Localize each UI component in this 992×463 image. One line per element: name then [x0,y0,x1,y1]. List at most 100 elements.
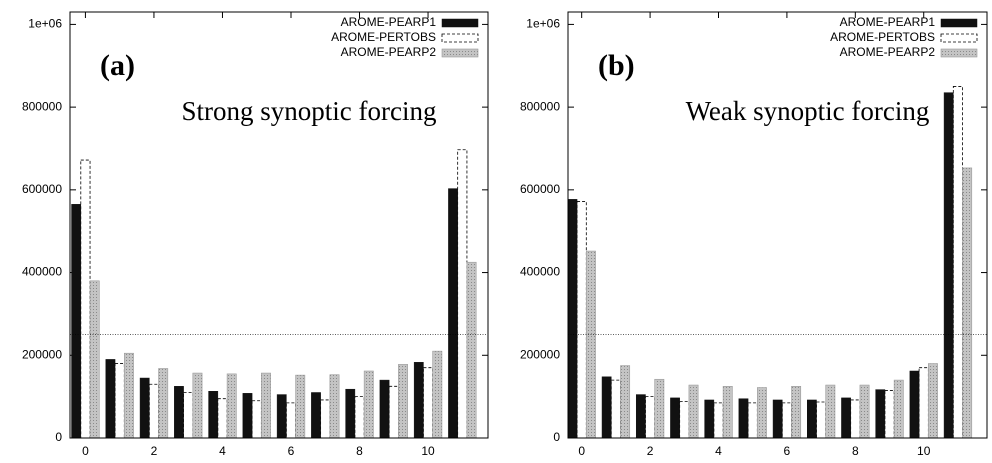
legend-label: AROME-PEARP1 [840,15,936,29]
bar [645,396,656,439]
bar [738,398,749,439]
legend-swatch [441,18,479,28]
y-tick-label: 600000 [22,182,62,196]
bar [576,201,587,439]
bar [601,376,612,439]
plot-frame [567,11,988,439]
panel-label: (b) [598,49,635,82]
x-tick-label: 8 [356,444,363,458]
bar [432,350,443,439]
bar [952,86,963,439]
bar [825,384,836,439]
y-tick-label: 800000 [22,99,62,113]
bar [89,280,100,439]
y-tick-label: 0 [553,430,560,444]
bar [139,377,150,439]
bar [388,385,399,439]
bar [688,384,699,439]
x-tick-label: 10 [421,444,435,458]
bar [276,394,287,439]
bar [457,149,468,439]
bar [174,386,184,439]
bar [567,199,578,439]
bar [242,393,253,439]
bar [875,389,886,439]
annotation: Strong synoptic forcing [182,96,437,126]
bar [379,379,390,439]
bar [148,383,159,439]
bar [859,384,870,439]
y-tick-label: 200000 [520,347,560,361]
legend-swatch [441,33,479,43]
y-tick-label: 1e+06 [28,17,62,31]
bar [781,402,792,439]
legend-swatch [940,48,978,58]
bar [354,396,365,439]
legend-label: AROME-PEARP2 [840,45,936,59]
bar [285,402,297,439]
bar [620,365,631,439]
legend-swatch [940,18,978,28]
x-tick-label: 10 [917,444,931,458]
bar [466,261,477,439]
bar [114,363,125,439]
bar [816,401,827,439]
x-tick-label: 6 [784,444,791,458]
legend-label: AROME-PEARP2 [341,45,437,59]
bar [635,394,646,439]
bar [251,400,262,439]
bar [585,250,596,439]
bar [398,364,408,439]
x-tick-label: 4 [219,444,226,458]
bar [448,188,458,439]
panel-label: (a) [100,49,135,82]
bar [105,359,116,439]
bar [884,390,895,439]
y-tick-label: 400000 [520,265,560,279]
x-tick-label: 2 [647,444,654,458]
legend-label: AROME-PEARP1 [341,15,437,29]
bar [713,402,724,439]
bar [747,402,758,439]
bar [791,386,802,439]
bar [722,386,733,439]
bar [226,373,237,439]
bar [158,368,169,439]
y-tick-label: 1e+06 [526,17,560,31]
plot-frame [69,11,489,439]
bar [124,352,134,439]
y-tick-label: 400000 [22,265,62,279]
bar [807,399,817,439]
bar [841,397,851,439]
x-tick-label: 8 [852,444,859,458]
bar [295,374,306,439]
bar [345,388,356,439]
bar [679,401,690,439]
y-tick-label: 0 [55,430,62,444]
annotation: Weak synoptic forcing [686,96,930,126]
legend-label: AROME-PERTOBS [830,30,935,44]
bar [962,167,973,439]
x-tick-label: 0 [578,444,585,458]
bar [893,379,904,439]
bar [413,362,424,439]
bar [704,399,715,439]
bar [670,397,680,439]
bar [757,387,767,439]
bar [928,363,938,439]
bar [943,92,954,439]
x-tick-label: 4 [715,444,722,458]
bar [329,374,340,439]
bar [261,372,271,439]
legend-swatch [441,48,479,58]
bar [363,370,374,439]
legend-swatch [940,33,978,43]
bar [311,392,321,439]
bar [80,159,91,439]
x-tick-label: 2 [151,444,158,458]
bar [217,398,228,439]
bar [850,399,861,439]
bar [909,370,920,439]
y-tick-label: 200000 [22,347,62,361]
